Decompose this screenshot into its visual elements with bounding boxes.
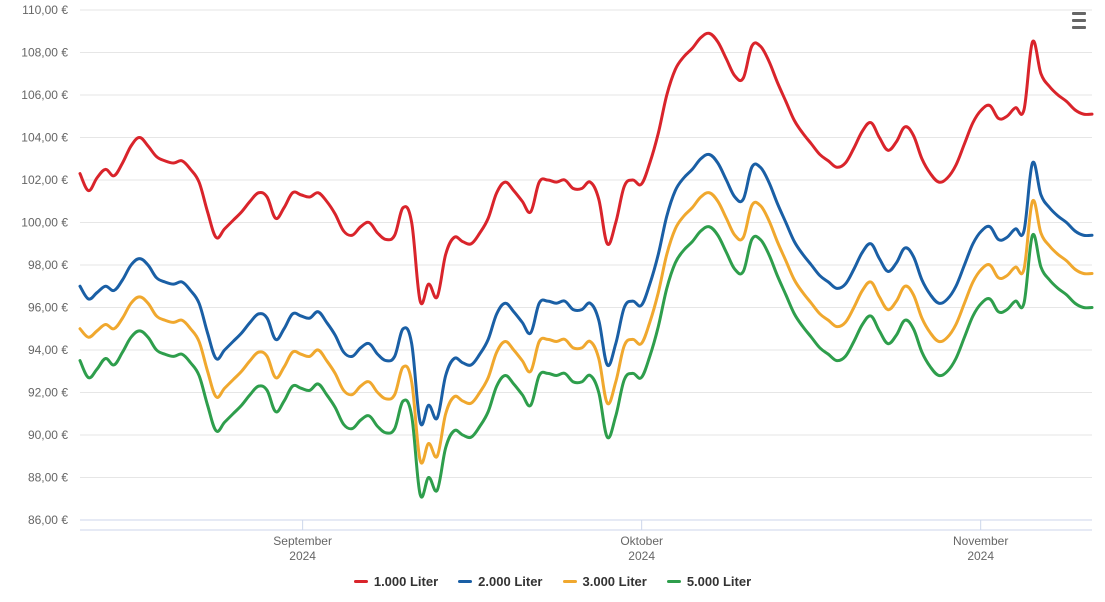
chart-legend: 1.000 Liter 2.000 Liter 3.000 Liter 5.000 L… xyxy=(0,571,1105,589)
series-line[interactable] xyxy=(80,33,1092,304)
y-axis-tick-label: 104,00 € xyxy=(21,131,68,145)
y-axis-tick-label: 96,00 € xyxy=(28,301,68,315)
y-axis-tick-label: 110,00 € xyxy=(22,3,68,17)
series-line[interactable] xyxy=(80,227,1092,498)
series-line[interactable] xyxy=(80,154,1092,425)
legend-label: 5.000 Liter xyxy=(687,574,751,589)
y-axis-tick-label: 92,00 € xyxy=(28,386,68,400)
y-axis-tick-label: 108,00 € xyxy=(21,46,68,60)
x-axis-month-label: November xyxy=(953,534,1008,548)
chart-svg: 86,00 € 88,00 € 90,00 € 92,00 € 94,00 € 96,00… xyxy=(0,0,1105,602)
legend-item[interactable]: 1.000 Liter xyxy=(354,574,438,589)
legend-label: 1.000 Liter xyxy=(374,574,438,589)
y-axis-tick-label: 90,00 € xyxy=(28,428,68,442)
x-axis-month-label: Oktober xyxy=(620,534,663,548)
legend-item[interactable]: 3.000 Liter xyxy=(563,574,647,589)
series-line[interactable] xyxy=(80,193,1092,464)
price-chart: 86,00 € 88,00 € 90,00 € 92,00 € 94,00 € 96,00… xyxy=(0,0,1105,602)
x-axis-year-label: 2024 xyxy=(289,549,316,563)
x-axis-year-label: 2024 xyxy=(628,549,655,563)
legend-item[interactable]: 5.000 Liter xyxy=(667,574,751,589)
y-axis-tick-label: 88,00 € xyxy=(28,471,68,485)
x-axis-month-label: September xyxy=(273,534,332,548)
legend-swatch xyxy=(563,580,577,584)
legend-swatch xyxy=(667,580,681,584)
y-axis-tick-label: 100,00 € xyxy=(21,216,68,230)
y-axis-tick-label: 94,00 € xyxy=(28,343,68,357)
legend-swatch xyxy=(354,580,368,584)
y-axis-tick-label: 86,00 € xyxy=(28,513,68,527)
y-axis-tick-label: 106,00 € xyxy=(21,88,68,102)
legend-label: 3.000 Liter xyxy=(583,574,647,589)
legend-swatch xyxy=(458,580,472,584)
legend-label: 2.000 Liter xyxy=(478,574,542,589)
y-axis-tick-label: 102,00 € xyxy=(21,173,68,187)
x-axis-year-label: 2024 xyxy=(967,549,994,563)
y-axis-tick-label: 98,00 € xyxy=(28,258,68,272)
legend-item[interactable]: 2.000 Liter xyxy=(458,574,542,589)
